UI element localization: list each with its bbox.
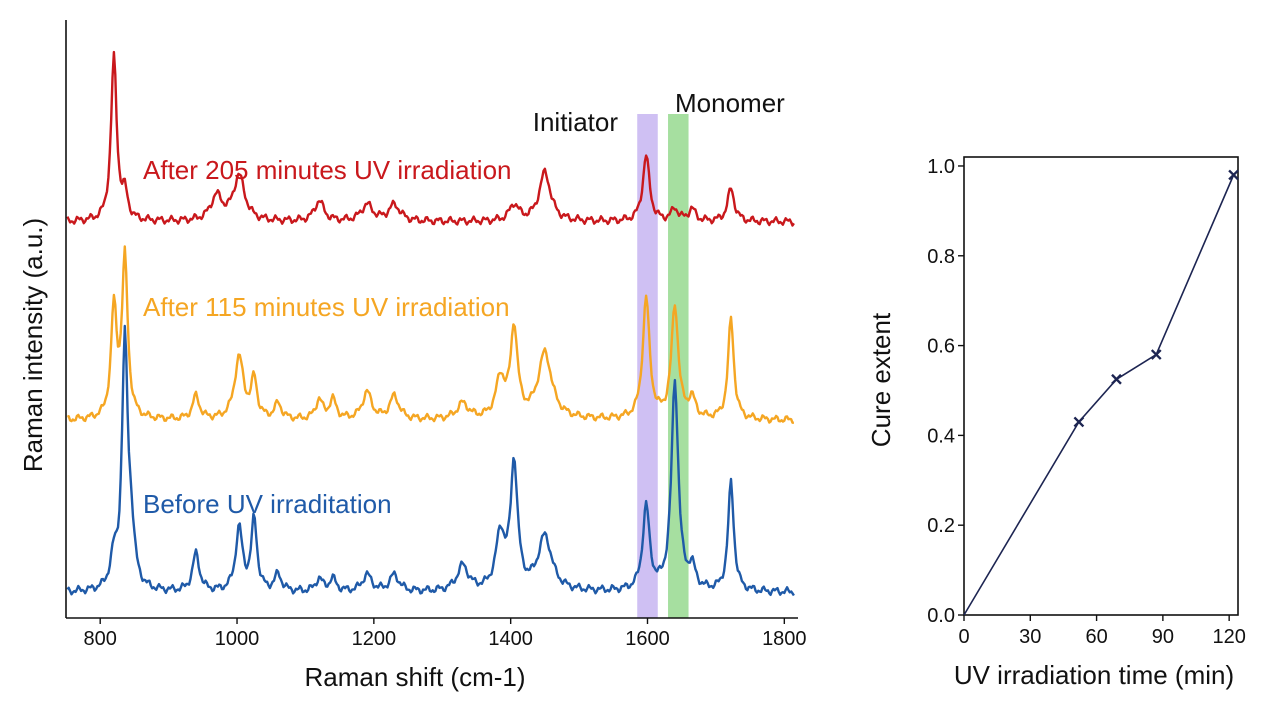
x-axis-title: Raman shift (cm-1) <box>304 662 525 692</box>
data-point-marker <box>1111 373 1122 385</box>
data-point-marker <box>1228 169 1239 181</box>
x-tick-label: 800 <box>84 628 117 650</box>
spectrum-line-before <box>66 324 795 597</box>
raman-spectra-chart: Initiator Monomer Before UV irraditation Af… <box>18 20 807 692</box>
y-tick-label: 1.0 <box>927 156 955 178</box>
x-tick-label: 1800 <box>762 628 807 650</box>
series-label-after-115: After 115 minutes UV irradiation <box>143 292 510 322</box>
x-tick-label: 90 <box>1152 626 1174 648</box>
x-tick-label: 0 <box>958 626 969 648</box>
plot-frame <box>963 156 1239 616</box>
spectrum-line-after-205 <box>66 50 795 227</box>
x-tick-label: 30 <box>1019 626 1041 648</box>
x-axis-title: UV irradiation time (min) <box>954 660 1234 690</box>
x-tick-label: 1400 <box>488 628 533 650</box>
spectrum-line-after-115 <box>67 245 794 424</box>
series-label-after-205: After 205 minutes UV irradiation <box>143 155 512 185</box>
data-point-marker <box>1150 349 1162 360</box>
y-tick-label: 0.0 <box>927 605 955 627</box>
y-axis-title: Cure extent <box>866 312 896 447</box>
band-label-initiator: Initiator <box>533 107 619 137</box>
band-label-monomer: Monomer <box>675 88 785 118</box>
y-tick-label: 0.4 <box>927 425 955 447</box>
cure-extent-chart: 0 30 60 90 120 0.0 0.2 0.4 0.6 0.8 1.0 UV irradiati… <box>866 156 1246 690</box>
y-tick-label: 0.6 <box>927 336 955 358</box>
data-point-marker <box>1073 416 1085 428</box>
y-tick-label: 0.2 <box>927 515 955 537</box>
highlight-band-initiator <box>637 114 658 618</box>
x-tick-label: 1600 <box>625 628 670 650</box>
y-tick-label: 0.8 <box>927 246 955 268</box>
x-tick-label: 60 <box>1085 626 1107 648</box>
x-tick-label: 1000 <box>215 628 260 650</box>
cure-extent-line <box>963 174 1235 616</box>
series-label-before: Before UV irraditation <box>143 489 392 519</box>
x-tick-label: 1200 <box>352 628 397 650</box>
x-tick-label: 120 <box>1212 626 1245 648</box>
y-axis-title: Raman intensity (a.u.) <box>18 218 48 472</box>
